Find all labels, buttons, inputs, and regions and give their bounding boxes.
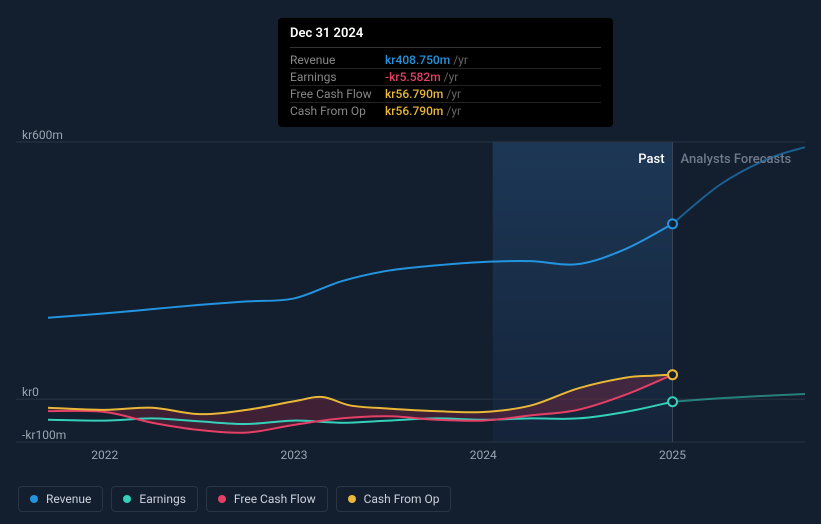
- chart-tooltip: Dec 31 2024 Revenuekr408.750m/yrEarnings…: [278, 18, 613, 127]
- y-axis-label: kr0: [22, 385, 39, 399]
- tooltip-date: Dec 31 2024: [290, 26, 601, 48]
- legend-dot: [30, 495, 38, 503]
- x-axis-label: 2024: [470, 448, 497, 462]
- tooltip-unit: /yr: [446, 87, 461, 101]
- legend-label: Revenue: [46, 492, 91, 506]
- series-marker-revenue: [668, 219, 677, 228]
- tooltip-row: Cash From Opkr56.790m/yr: [290, 103, 601, 119]
- legend-dot: [123, 495, 131, 503]
- legend-dot: [348, 495, 356, 503]
- section-label-forecast: Analysts Forecasts: [681, 152, 792, 167]
- tooltip-value: kr56.790m: [385, 87, 443, 101]
- legend-label: Cash From Op: [364, 492, 440, 506]
- tooltip-row: Revenuekr408.750m/yr: [290, 52, 601, 69]
- tooltip-label: Earnings: [290, 70, 385, 84]
- x-axis-label: 2023: [281, 448, 308, 462]
- legend-label: Free Cash Flow: [234, 492, 316, 506]
- y-axis-label: -kr100m: [22, 428, 66, 442]
- legend: Revenue Earnings Free Cash Flow Cash From O…: [18, 486, 451, 512]
- tooltip-unit: /yr: [444, 70, 459, 84]
- legend-item-earnings[interactable]: Earnings: [111, 486, 198, 512]
- section-label-past: Past: [638, 152, 664, 167]
- legend-label: Earnings: [139, 492, 186, 506]
- x-axis-label: 2022: [91, 448, 118, 462]
- tooltip-unit: /yr: [453, 53, 468, 67]
- legend-item-revenue[interactable]: Revenue: [18, 486, 103, 512]
- tooltip-label: Cash From Op: [290, 104, 385, 118]
- chart-area: kr600m kr0 -kr100m 2022 2023 2024 2025 Past Anal…: [16, 122, 805, 472]
- chart-svg: [16, 122, 805, 472]
- tooltip-label: Free Cash Flow: [290, 87, 385, 101]
- tooltip-value: -kr5.582m: [385, 70, 441, 84]
- x-axis-label: 2025: [659, 448, 686, 462]
- tooltip-value: kr56.790m: [385, 104, 443, 118]
- legend-item-cash-from-op[interactable]: Cash From Op: [336, 486, 452, 512]
- series-earnings-forecast: [673, 394, 805, 402]
- tooltip-unit: /yr: [446, 104, 461, 118]
- tooltip-row: Free Cash Flowkr56.790m/yr: [290, 86, 601, 103]
- tooltip-value: kr408.750m: [385, 53, 450, 67]
- legend-item-free-cash-flow[interactable]: Free Cash Flow: [206, 486, 328, 512]
- y-axis-label: kr600m: [22, 128, 63, 142]
- series-marker-earnings: [668, 397, 677, 406]
- tooltip-row: Earnings-kr5.582m/yr: [290, 69, 601, 86]
- tooltip-label: Revenue: [290, 53, 385, 67]
- series-marker-cfo: [668, 370, 677, 379]
- legend-dot: [218, 495, 226, 503]
